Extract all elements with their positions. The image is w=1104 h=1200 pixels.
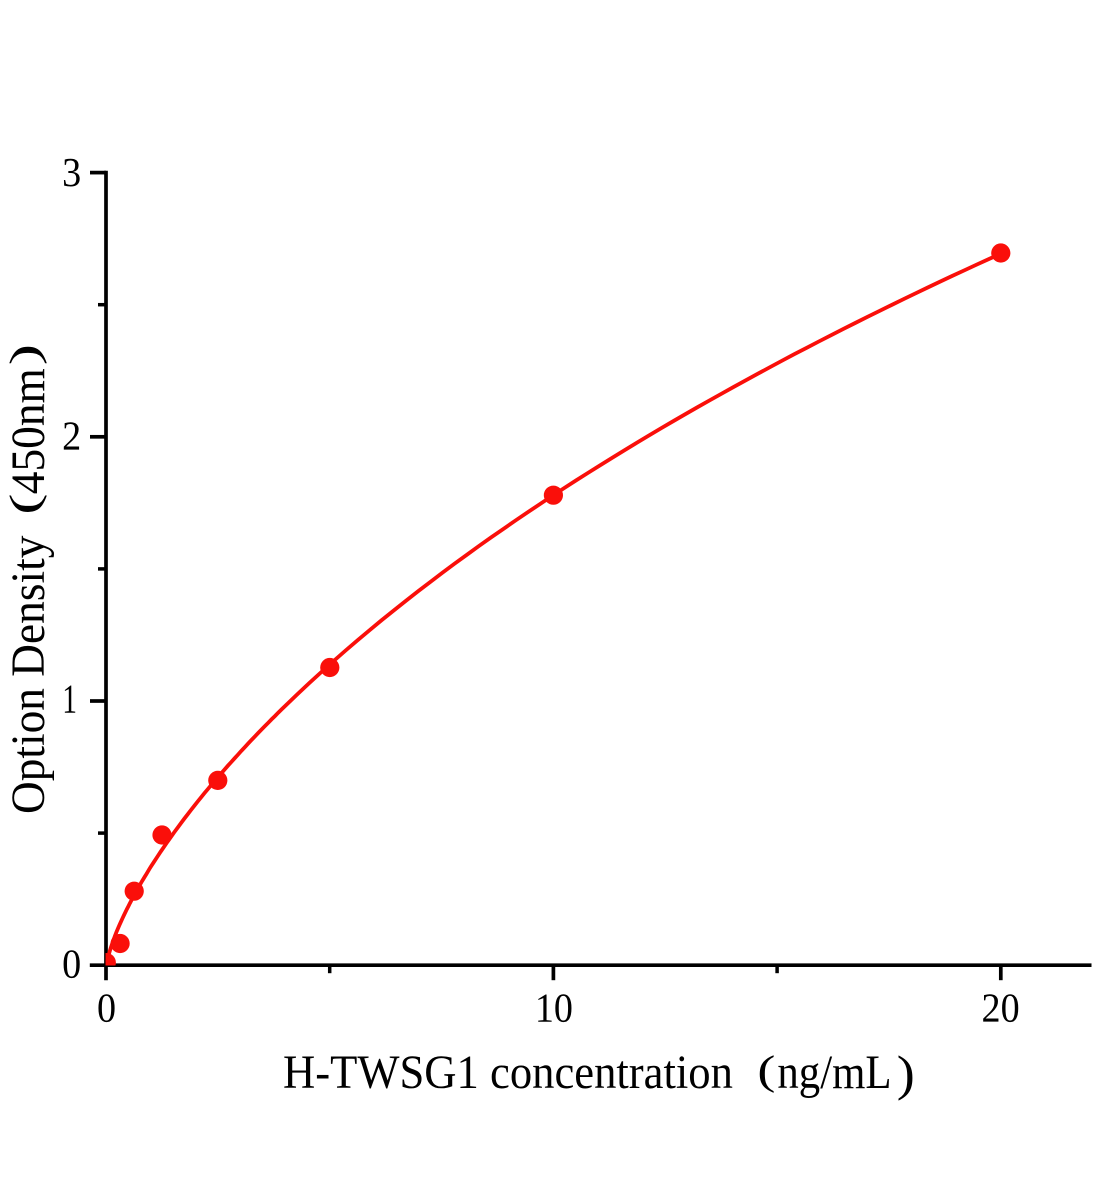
- svg-text:450nm: 450nm: [2, 368, 55, 494]
- svg-text:ng/mL: ng/mL: [777, 1045, 891, 1099]
- svg-text:): ): [1, 344, 47, 365]
- svg-text:0: 0: [62, 941, 81, 987]
- svg-text:2: 2: [62, 413, 81, 459]
- svg-text:H-TWSG1 concentration: H-TWSG1 concentration: [283, 1047, 733, 1100]
- svg-text:(: (: [757, 1048, 775, 1094]
- svg-text:3: 3: [62, 150, 81, 196]
- svg-text:10: 10: [535, 985, 573, 1031]
- svg-text:): ): [897, 1047, 915, 1101]
- svg-text:(: (: [1, 493, 47, 514]
- svg-text:20: 20: [982, 985, 1020, 1031]
- svg-text:Option Density: Option Density: [2, 535, 55, 814]
- svg-text:1: 1: [62, 676, 77, 722]
- svg-text:0: 0: [97, 985, 116, 1031]
